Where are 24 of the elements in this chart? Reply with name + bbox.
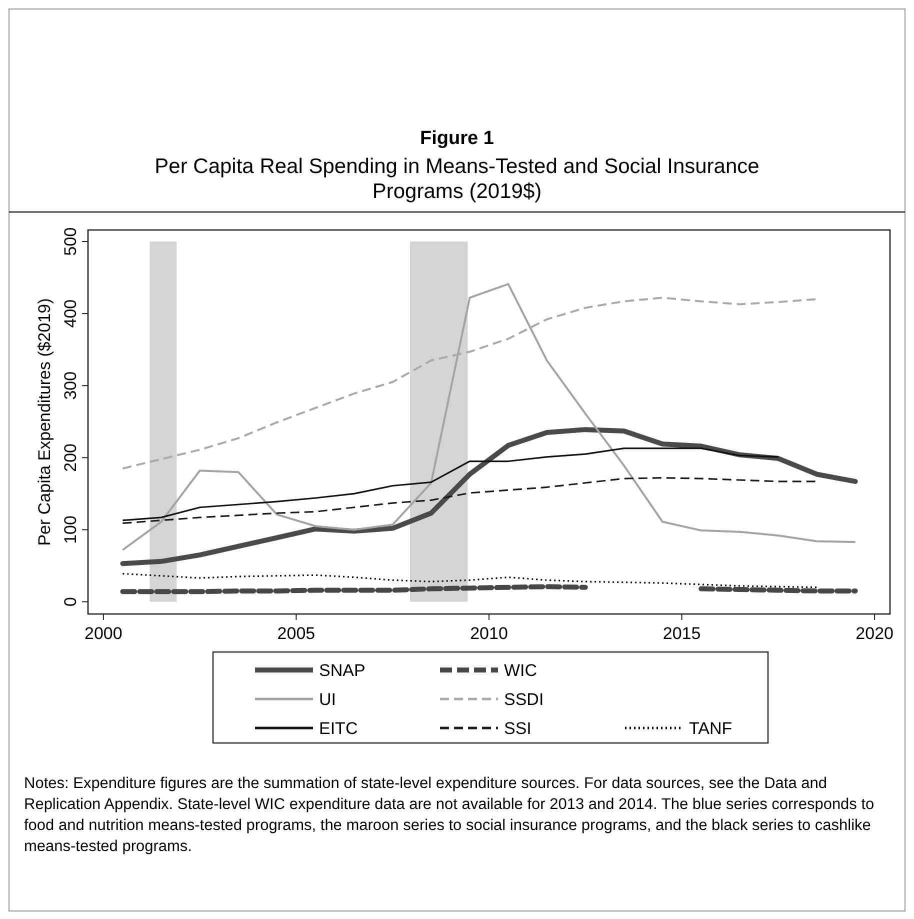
legend-label: SSI xyxy=(504,719,532,738)
line-series xyxy=(122,572,818,588)
legend-label: WIC xyxy=(504,661,538,680)
y-tick-label: 300 xyxy=(61,371,80,400)
y-axis-title: Per Capita Expenditures ($2019) xyxy=(35,298,54,546)
chart-title: Figure 1 xyxy=(420,128,494,149)
y-tick-label: 100 xyxy=(61,516,80,544)
x-tick-label: 2010 xyxy=(470,624,508,643)
x-tick-label: 2020 xyxy=(856,624,894,643)
chart-subtitle: Per Capita Real Spending in Means-Tested and Social Insurance Programs (2019$) xyxy=(154,155,760,203)
line-series xyxy=(122,283,856,551)
y-tick-label: 400 xyxy=(61,299,80,328)
y-tick-label: 500 xyxy=(61,227,80,256)
y-tick-label: 0 xyxy=(61,597,80,606)
legend-label: SSDI xyxy=(504,690,544,709)
x-tick-label: 2000 xyxy=(84,624,122,643)
legend-label: SNAP xyxy=(319,661,366,680)
y-tick-label: 200 xyxy=(61,443,80,472)
legend-label: TANF xyxy=(689,719,732,738)
text: Notes: Expenditure figures are the summation of state-level expenditure sources. For data sources, see the Data and Replication Appendix. State-level WIC expenditure data are not available for 2013 and 2014. The blue series corresponds to food and nutrition means-tested programs, the maroon series to social insurance programs, and the black series to cashlike means-tested programs. xyxy=(24,775,874,855)
legend-label: UI xyxy=(319,690,336,709)
x-tick-label: 2005 xyxy=(277,624,316,643)
x-tick-label: 2015 xyxy=(662,624,701,643)
legend-label: EITC xyxy=(319,719,358,738)
